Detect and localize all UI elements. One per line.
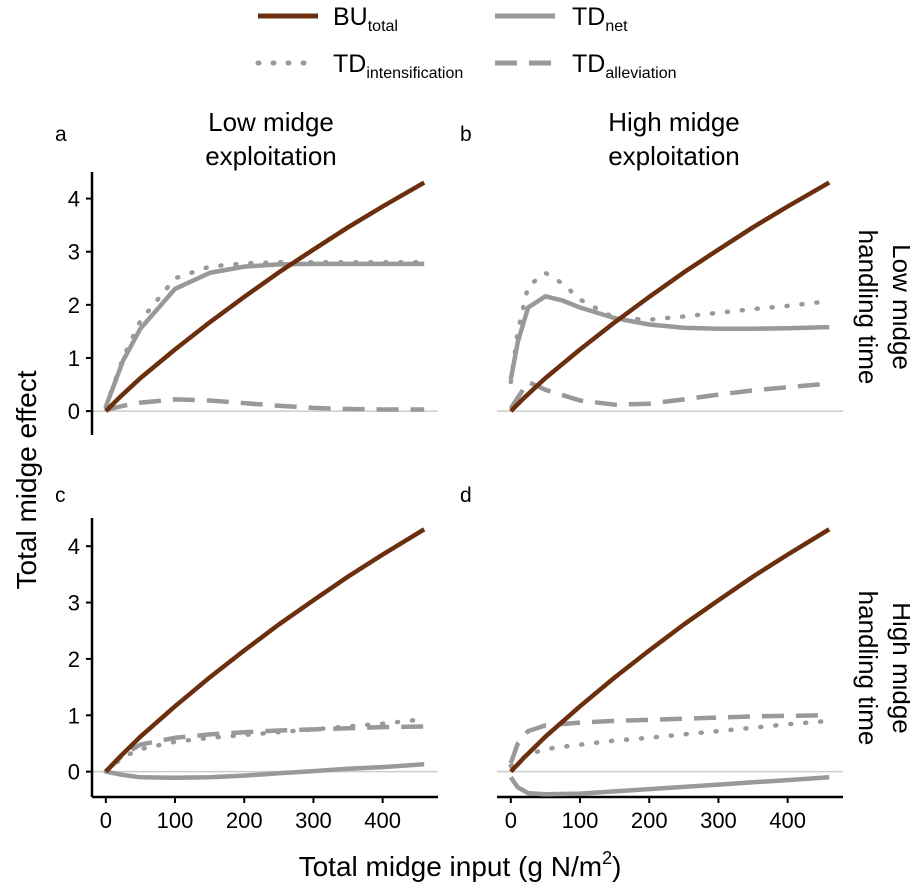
- legend: BUtotal TDnet TDintensification TDallevi…: [255, 3, 676, 82]
- x-tick-label-c-100: 100: [157, 808, 194, 833]
- legend-label-bu-total: BUtotal: [333, 3, 398, 35]
- y-tick-label-a-0: 0: [68, 399, 80, 424]
- y-axis-title: Total midge effect: [11, 370, 42, 589]
- x-tick-label-c-200: 200: [226, 808, 263, 833]
- series-line-a-td-net: [103, 261, 425, 408]
- y-tick-label-a-4: 4: [68, 187, 80, 212]
- panel-letter-d: d: [460, 484, 472, 507]
- series-line-b-td-net: [508, 294, 830, 380]
- row-title-high-handling-line2: handling time: [853, 591, 883, 746]
- series-line-d-bu-total: [509, 527, 831, 774]
- series-line-d-td-net: [508, 775, 830, 797]
- series-line-c-td-net: [105, 762, 425, 781]
- legend-label-td-alleviation: TDalleviation: [572, 50, 676, 82]
- column-title-high-exploitation-line2: exploitation: [608, 141, 740, 171]
- x-tick-label-d-0: 0: [505, 808, 517, 833]
- x-tick-label-c-400: 400: [364, 808, 401, 833]
- series-line-c-bu-total: [104, 527, 426, 774]
- panel-letter-a: a: [55, 123, 67, 146]
- panel-letter-c: c: [55, 484, 66, 507]
- y-tick-label-a-1: 1: [68, 346, 80, 371]
- panel-d: 0 100 200 300 400: [497, 527, 843, 833]
- x-tick-label-d-100: 100: [562, 808, 599, 833]
- series-line-b-td-alleviation: [508, 379, 830, 410]
- series-line-a-bu-total: [104, 180, 426, 413]
- y-tick-label-c-2: 2: [68, 647, 80, 672]
- y-tick-label-c-3: 3: [68, 591, 80, 616]
- series-line-d-td-alleviation: [508, 713, 830, 764]
- legend-label-td-net: TDnet: [572, 3, 628, 35]
- x-tick-label-c-300: 300: [295, 808, 332, 833]
- row-title-low-handling-line2: handling time: [853, 230, 883, 385]
- y-tick-label-a-3: 3: [68, 240, 80, 265]
- panel-a: 0 1 2 3 4: [68, 172, 438, 435]
- column-title-high-exploitation-line1: High midge: [608, 107, 740, 137]
- x-tick-label-d-200: 200: [631, 808, 668, 833]
- x-axis-title: Total midge input (g N/m2): [299, 848, 622, 882]
- panel-b: [497, 180, 843, 413]
- panel-letter-b: b: [460, 123, 472, 146]
- x-tick-label-c-0: 0: [100, 808, 112, 833]
- series-line-a-td-alleviation: [105, 397, 425, 413]
- y-tick-label-c-0: 0: [68, 760, 80, 785]
- series-line-c-td-alleviation: [104, 724, 425, 774]
- column-title-low-exploitation-line1: Low midge: [208, 107, 334, 137]
- x-tick-label-d-300: 300: [700, 808, 737, 833]
- series-line-b-bu-total: [509, 180, 831, 413]
- legend-label-td-intensification: TDintensification: [333, 50, 463, 82]
- column-title-low-exploitation-line2: exploitation: [205, 141, 337, 171]
- y-tick-label-a-2: 2: [68, 293, 80, 318]
- panel-c: 0 1 2 3 4 0 100 200 300 400: [68, 518, 438, 833]
- series-line-d-td-intensification: [508, 718, 832, 769]
- y-tick-label-c-1: 1: [68, 703, 80, 728]
- row-title-high-handling-line1: High midge: [887, 602, 910, 734]
- x-tick-label-d-400: 400: [769, 808, 806, 833]
- y-tick-label-c-4: 4: [68, 534, 80, 559]
- row-title-low-handling-line1: Low midge: [887, 244, 910, 370]
